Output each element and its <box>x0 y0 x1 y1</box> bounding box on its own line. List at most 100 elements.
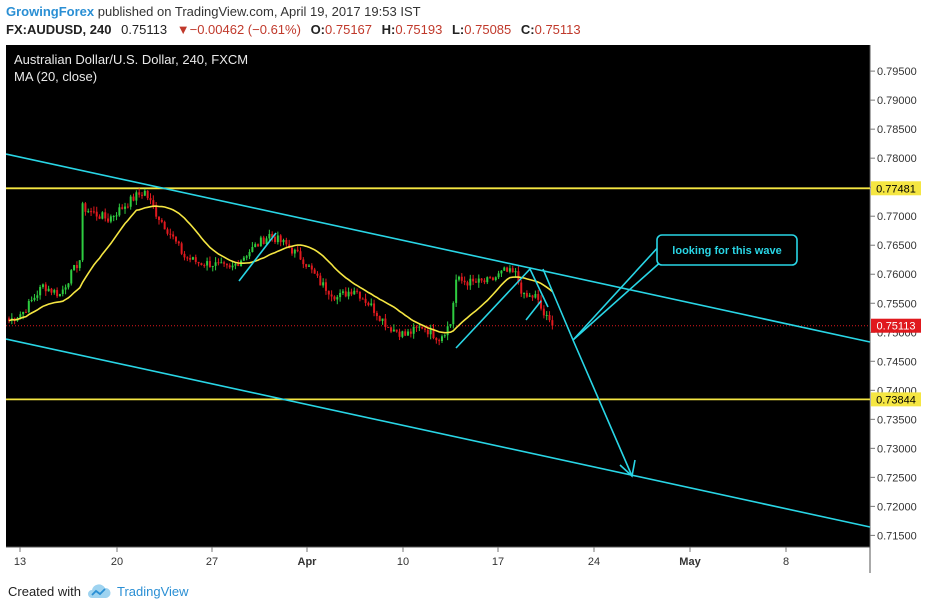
candle-body <box>438 340 441 342</box>
time-tick-label: Apr <box>298 556 318 568</box>
time-tick-label: 17 <box>492 556 504 568</box>
candle-body <box>53 290 56 293</box>
candle-body <box>353 290 356 295</box>
chart-area[interactable]: 0.795000.790000.785000.780000.775000.770… <box>6 45 923 573</box>
candle-body <box>384 318 387 327</box>
channel-drawings[interactable] <box>6 153 871 528</box>
publish-line: GrowingForex published on TradingView.co… <box>6 4 421 19</box>
candle-body <box>220 262 223 264</box>
annotation-callout-box[interactable] <box>656 234 798 266</box>
wave-line-3[interactable] <box>525 300 542 321</box>
candle-body <box>537 293 540 300</box>
projected-wave-arrowhead[interactable] <box>619 459 636 478</box>
candle-body <box>50 288 53 293</box>
candle-body <box>203 265 206 267</box>
candle-body <box>237 263 240 267</box>
candle-body <box>160 219 163 222</box>
candle-body <box>228 265 231 268</box>
callout-pointer-2[interactable] <box>572 243 662 341</box>
candle-body <box>440 336 443 341</box>
candle-body <box>41 284 44 287</box>
candle-body <box>163 221 166 230</box>
candle-body <box>358 291 361 299</box>
author-link[interactable]: GrowingForex <box>6 4 95 19</box>
candle-body <box>291 247 293 254</box>
candle-body <box>452 302 455 325</box>
svg-text:0.75113: 0.75113 <box>877 321 916 333</box>
candle-body <box>373 303 376 313</box>
candle-body <box>186 257 189 259</box>
candle-body <box>302 259 305 265</box>
candle-body <box>121 207 124 209</box>
callout-pointer-1[interactable] <box>572 258 665 341</box>
price-change: ▼−0.00462 (−0.61%) <box>176 22 301 37</box>
channel-upper-line[interactable] <box>6 153 871 343</box>
candle-body <box>534 293 537 298</box>
candle-body <box>118 207 121 216</box>
published-text: published on TradingView.com, April 19, … <box>97 4 421 19</box>
candle-body <box>489 277 492 279</box>
candle-body <box>259 237 262 247</box>
candle-body <box>344 291 347 297</box>
candle-body <box>551 320 554 326</box>
candle-body <box>412 326 415 334</box>
candle-body <box>254 244 257 247</box>
symbol-label[interactable]: FX:AUDUSD, 240 <box>6 22 112 37</box>
candle-body <box>274 237 277 243</box>
price-tick-label: 0.75500 <box>877 298 917 310</box>
candle-body <box>350 291 353 295</box>
candle-body <box>486 277 489 283</box>
tradingview-brand-link[interactable]: TradingView <box>117 584 189 599</box>
indicator-label[interactable]: MA (20, close) <box>14 69 97 84</box>
candle-body <box>511 268 514 273</box>
candle-body <box>472 278 475 282</box>
candle-body <box>370 303 373 306</box>
moving-average-line <box>8 205 553 334</box>
candle-body <box>197 261 200 264</box>
candle-body <box>497 273 500 278</box>
candle-body <box>545 314 548 316</box>
time-tick-label: 10 <box>397 556 409 568</box>
level-price-tag <box>871 181 921 196</box>
candle-body <box>191 257 194 260</box>
candle-body <box>387 326 390 328</box>
candle-body <box>84 203 87 212</box>
tradingview-cloud-icon[interactable] <box>86 582 112 602</box>
candle-body <box>508 268 511 272</box>
candle-body <box>169 233 172 235</box>
candle-body <box>310 265 313 270</box>
price-tick-label: 0.73500 <box>877 414 917 426</box>
candle-body <box>282 240 285 243</box>
candle-body <box>307 265 310 267</box>
candle-body <box>316 273 319 276</box>
price-tick-label: 0.74500 <box>877 356 917 368</box>
candle-body <box>112 216 115 218</box>
wave-line-2[interactable] <box>455 267 549 349</box>
candle-body <box>132 196 135 201</box>
candle-body <box>347 291 350 297</box>
header-bar: GrowingForex published on TradingView.co… <box>0 0 928 42</box>
time-tick-label: May <box>679 556 701 568</box>
candle-body <box>463 280 466 283</box>
candle-body <box>404 331 407 336</box>
wave-line-1[interactable] <box>238 232 277 282</box>
candle-body <box>180 243 183 254</box>
price-chart[interactable]: 0.795000.790000.785000.780000.775000.770… <box>6 45 923 573</box>
candle-body <box>248 252 251 257</box>
candle-body <box>194 257 197 262</box>
candle-body <box>494 277 497 281</box>
candle-body <box>339 292 342 298</box>
channel-lower-line[interactable] <box>6 338 871 528</box>
candle-body <box>401 331 404 337</box>
time-tick-label: 20 <box>111 556 123 568</box>
candle-body <box>214 262 217 266</box>
candle-body <box>378 316 381 321</box>
candle-body <box>449 324 452 327</box>
candle-body <box>285 240 288 245</box>
candle-body <box>109 216 112 222</box>
time-axis-ticks: 13 20 27 Apr 10 17 24 May 8 <box>14 547 789 568</box>
candle-body <box>211 265 214 267</box>
candle-body <box>455 279 458 303</box>
candle-body <box>262 237 265 244</box>
candle-body <box>104 212 107 219</box>
